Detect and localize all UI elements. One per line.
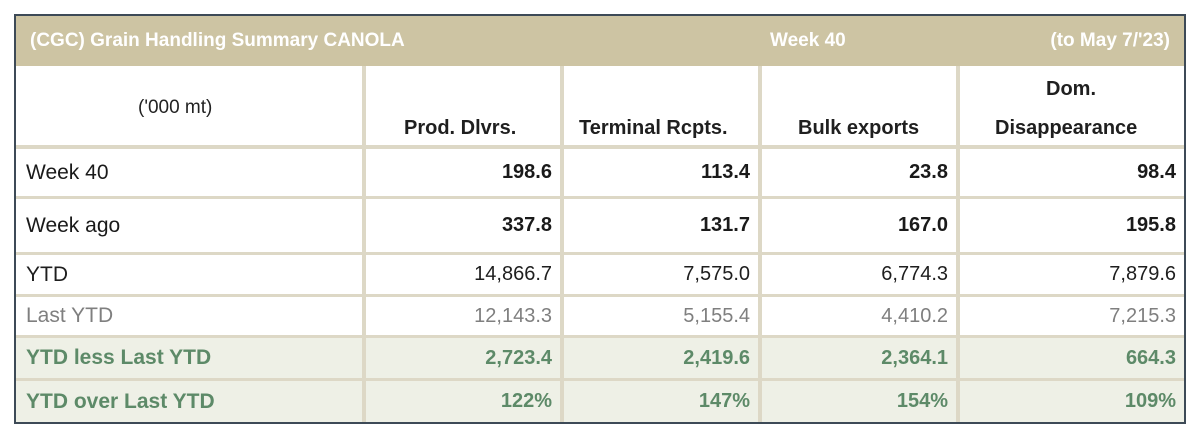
cell-bulk-exports: 4,410.2 [762,297,960,335]
cell-bulk-exports: 154% [762,381,960,422]
table-row-week-40: Week 40 198.6 113.4 23.8 98.4 [16,149,1184,199]
cell-terminal-rcpts: 7,575.0 [564,255,762,294]
column-header-dom: Dom. [1046,78,1096,100]
cell-bulk-exports: 2,364.1 [762,338,960,378]
row-label: Last YTD [16,297,366,335]
cell-prod-dlvrs: 14,866.7 [366,255,564,294]
cell-prod-dlvrs: 122% [366,381,564,422]
header-terminal-rcpts: Terminal Rcpts. [564,66,762,149]
row-label: Week 40 [16,149,366,196]
cell-prod-dlvrs: 337.8 [366,199,564,252]
table-row-ytd: YTD 14,866.7 7,575.0 6,774.3 7,879.6 [16,255,1184,297]
row-label: YTD less Last YTD [16,338,366,378]
cell-dom-disappearance: 664.3 [1125,346,1176,369]
header-bulk-exports: Bulk exports [762,66,960,149]
cell-dom-disappearance: 98.4 [1137,161,1176,183]
column-header-disappearance: Disappearance [995,117,1138,139]
cell-dom-disappearance: 109% [1124,390,1176,412]
table-row-week-ago: Week ago 337.8 131.7 167.0 195.8 [16,199,1184,255]
table-title: (CGC) Grain Handling Summary CANOLA [30,30,405,51]
title-bar: (CGC) Grain Handling Summary CANOLA Week… [16,16,1184,66]
cell-dom-disappearance: 7,215.3 [1109,304,1176,327]
table-row-last-ytd: Last YTD 12,143.3 5,155.4 4,410.2 7,215.… [16,297,1184,338]
cell-bulk-exports: 23.8 [762,149,960,196]
cell-prod-dlvrs: 12,143.3 [366,297,564,335]
column-header-bulk-exports: Bulk exports [798,117,920,139]
column-header-terminal-rcpts: Terminal Rcpts. [579,117,728,139]
cell-terminal-rcpts: 2,419.6 [564,338,762,378]
header-prod-dlvrs: Prod. Dlvrs. [366,66,564,149]
grain-handling-summary-table: (CGC) Grain Handling Summary CANOLA Week… [14,14,1186,424]
cell-terminal-rcpts: 131.7 [564,199,762,252]
cell-prod-dlvrs: 198.6 [366,149,564,196]
cell-terminal-rcpts: 147% [564,381,762,422]
date-range-label: (to May 7/'23) [1050,30,1170,51]
cell-terminal-rcpts: 113.4 [564,149,762,196]
cell-bulk-exports: 6,774.3 [762,255,960,294]
row-label: Week ago [16,199,366,252]
cell-dom-disappearance: 195.8 [1125,214,1176,236]
cell-terminal-rcpts: 5,155.4 [564,297,762,335]
header-dom-disappearance: Dom. Disappearance [960,66,1184,149]
column-header-prod-dlvrs: Prod. Dlvrs. [404,117,517,139]
table-row-ytd-less-last-ytd: YTD less Last YTD 2,723.4 2,419.6 2,364.… [16,338,1184,381]
cell-prod-dlvrs: 2,723.4 [366,338,564,378]
cell-dom-disappearance: 7,879.6 [1109,263,1176,285]
header-unit-cell: ('000 mt) [16,66,366,149]
row-label: YTD over Last YTD [16,381,366,422]
week-label: Week 40 [770,30,846,51]
cell-bulk-exports: 167.0 [762,199,960,252]
unit-label: ('000 mt) [138,97,213,118]
table-row-ytd-over-last-ytd: YTD over Last YTD 122% 147% 154% 109% [16,381,1184,422]
row-label: YTD [16,255,366,294]
